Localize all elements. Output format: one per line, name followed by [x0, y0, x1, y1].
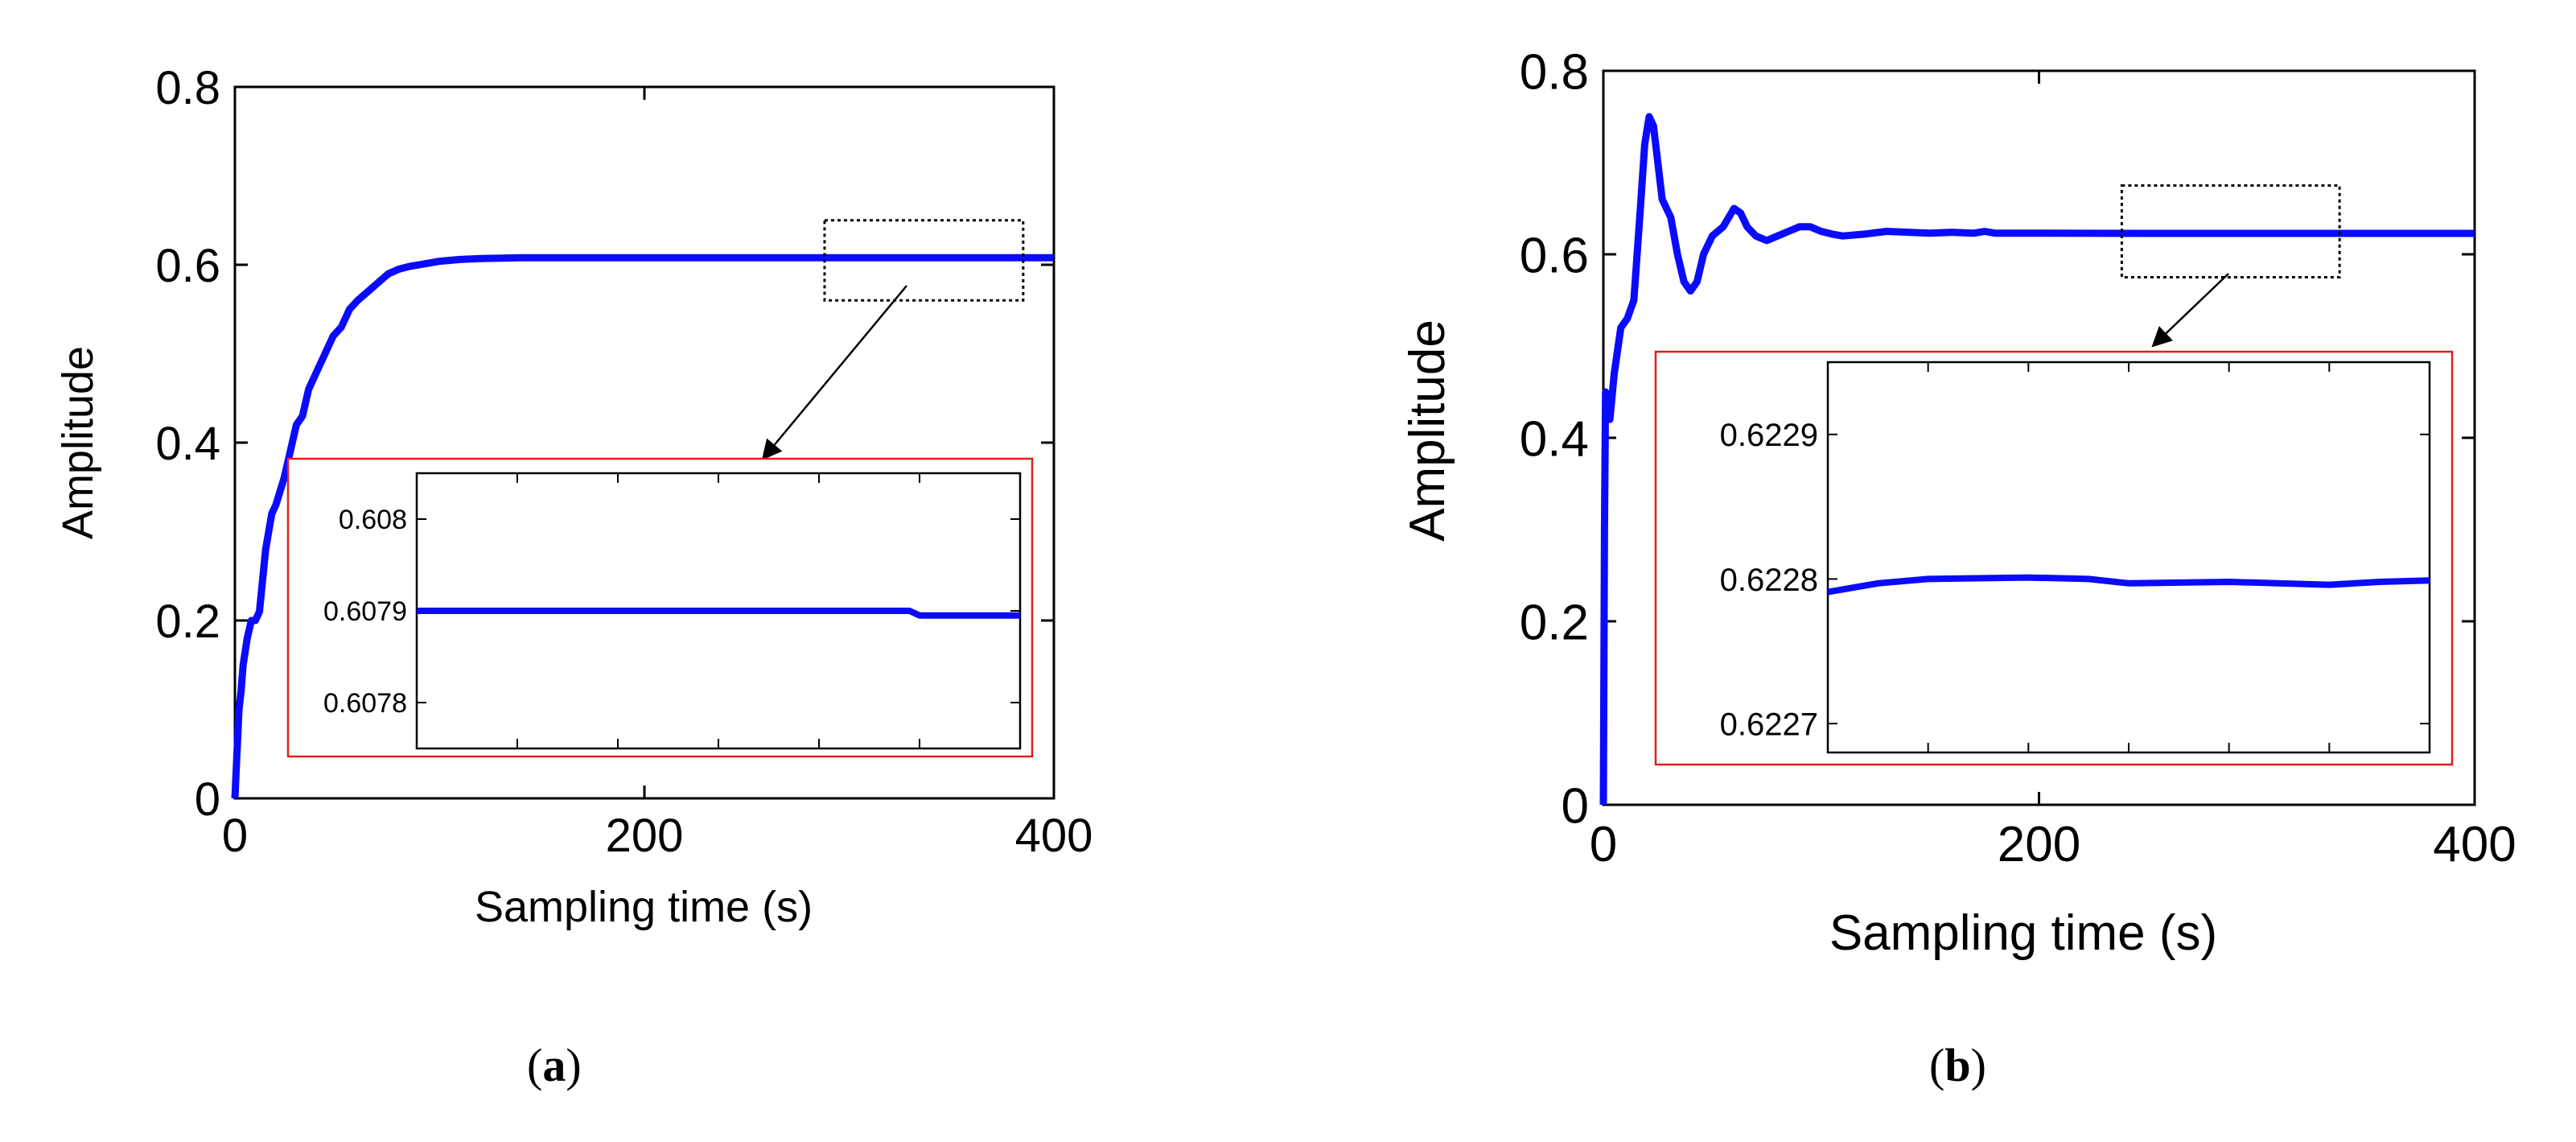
x-tick-label: 200: [606, 810, 684, 862]
zoom-arrow: [2151, 273, 2229, 348]
x-tick-label: 400: [2433, 817, 2516, 872]
y-tick-label: 0.4: [1520, 411, 1589, 467]
inset-series-line: [417, 608, 1020, 619]
y-tick-label: 0.2: [1520, 595, 1589, 650]
zoom-box: [2120, 184, 2341, 278]
chart-panel-a: 0 0.2 0.4 0.6 0.8 0 200 400 Sampling time (s) Amp…: [54, 62, 1093, 931]
panel-label-a-letter: a: [542, 1039, 566, 1091]
y-tick-label: 0.6: [155, 240, 220, 292]
y-tick-label: 0: [1562, 778, 1589, 834]
inset-frame: [1826, 361, 2431, 754]
y-tick-label: 0: [195, 773, 220, 826]
y-tick-label: 0.4: [155, 418, 220, 470]
inset-y-tick-label: 0.6229: [1720, 418, 1818, 453]
inset-y-tick-label: 0.6227: [1720, 707, 1818, 742]
inset-y-tick-label: 0.6079: [323, 596, 407, 627]
inset-series-line: [1827, 574, 2430, 596]
zoom-box: [823, 219, 1025, 302]
series-line: [1599, 113, 2475, 806]
panel-label-a: (a): [527, 1039, 582, 1091]
y-tick-label: 0.2: [155, 596, 220, 648]
x-axis-label: Sampling time (s): [1829, 905, 2217, 961]
panel-label-b: (b): [1929, 1039, 1986, 1091]
x-axis-label: Sampling time (s): [475, 883, 813, 931]
x-tick-label: 400: [1015, 810, 1093, 862]
y-axis-label: Amplitude: [1400, 320, 1455, 542]
zoom-arrow: [761, 285, 907, 460]
inset-y-tick-label: 0.6228: [1720, 563, 1818, 598]
panel-label-b-letter: b: [1944, 1039, 1971, 1091]
inset-y-tick-label: 0.6078: [323, 688, 407, 719]
y-tick-label: 0.6: [1520, 228, 1589, 283]
y-axis-label: Amplitude: [54, 346, 102, 539]
y-tick-label: 0.8: [155, 62, 220, 114]
x-tick-label: 0: [222, 810, 248, 862]
y-tick-label: 0.8: [1520, 44, 1589, 100]
chart-panel-b: 0 0.2 0.4 0.6 0.8 0 200 400 Sampling time (s) Amp…: [1400, 44, 2516, 961]
inset-y-tick-label: 0.608: [339, 505, 407, 535]
x-tick-label: 0: [1590, 817, 1617, 872]
x-tick-label: 200: [1998, 817, 2080, 872]
series-line: [231, 254, 1054, 799]
